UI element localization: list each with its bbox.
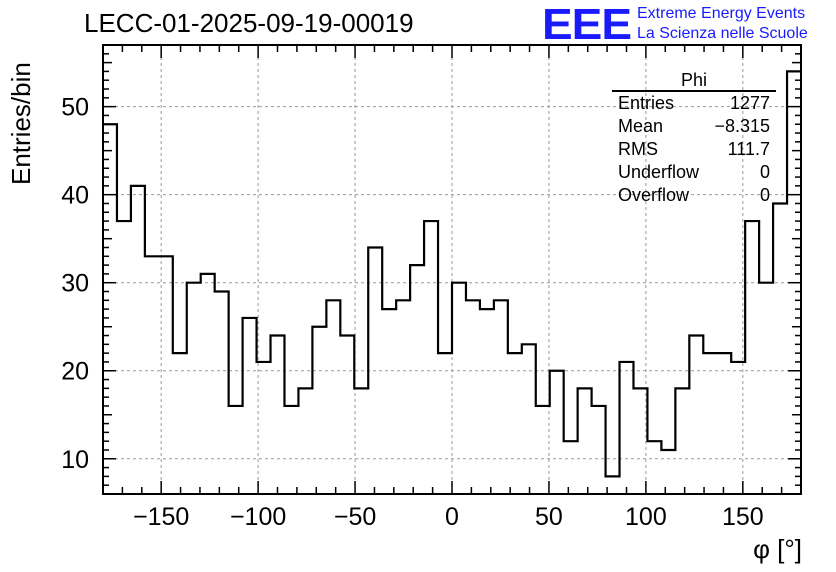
histogram-bin bbox=[717, 353, 731, 494]
histogram-bin bbox=[661, 450, 675, 494]
histogram-bin bbox=[675, 388, 689, 494]
histogram-bin bbox=[243, 318, 257, 494]
histogram-bin bbox=[438, 353, 452, 494]
histogram-bin bbox=[759, 283, 773, 494]
run-title: LECC-01-2025-09-19-00019 bbox=[84, 8, 414, 38]
y-tick-label: 20 bbox=[61, 358, 89, 386]
histogram-bin bbox=[703, 353, 717, 494]
histogram-bin bbox=[578, 388, 592, 494]
stats-title: Phi bbox=[612, 70, 776, 92]
histogram-bin bbox=[592, 406, 606, 494]
logo-caption: Extreme Energy Events La Scienza nelle S… bbox=[637, 4, 808, 44]
histogram-bin bbox=[173, 353, 187, 494]
stats-label: Entries bbox=[618, 93, 675, 113]
histogram-bin bbox=[452, 283, 466, 494]
histogram-bin bbox=[257, 362, 271, 494]
histogram-bin bbox=[271, 336, 285, 494]
histogram-bin bbox=[647, 441, 661, 494]
y-tick-label: 50 bbox=[61, 94, 89, 122]
x-tick-label: 100 bbox=[625, 503, 667, 531]
stats-value: 0 bbox=[759, 162, 770, 182]
stats-value: 111.7 bbox=[727, 139, 770, 159]
histogram-bin bbox=[633, 388, 647, 494]
eee-logo: EEE bbox=[542, 0, 632, 49]
stats-row-underflow: Underflow 0 bbox=[612, 161, 776, 184]
stats-label: Overflow bbox=[618, 185, 690, 205]
histogram-bin bbox=[522, 344, 536, 494]
histogram-bin bbox=[131, 186, 145, 494]
histogram-bin bbox=[326, 300, 340, 494]
histogram-bin bbox=[494, 300, 508, 494]
histogram-bin bbox=[410, 265, 424, 494]
histogram-bin bbox=[745, 221, 759, 494]
y-tick-label: 10 bbox=[61, 446, 89, 474]
histogram-bin bbox=[187, 283, 201, 494]
x-tick-label: −150 bbox=[133, 503, 189, 531]
stats-row-rms: RMS 111.7 bbox=[612, 138, 776, 161]
x-tick-label: −50 bbox=[334, 503, 376, 531]
histogram-bin bbox=[480, 309, 494, 494]
y-tick-label: 40 bbox=[61, 182, 89, 210]
histogram-bin bbox=[396, 300, 410, 494]
x-tick-label: 50 bbox=[535, 503, 563, 531]
stats-label: Underflow bbox=[618, 162, 700, 182]
histogram-bin bbox=[201, 274, 215, 494]
histogram-bin bbox=[229, 406, 243, 494]
stats-row-entries: Entries 1277 bbox=[612, 92, 776, 115]
histogram-bin bbox=[536, 406, 550, 494]
stats-value: −8.315 bbox=[714, 116, 770, 136]
stats-label: Mean bbox=[618, 116, 664, 136]
stats-box: Phi Entries 1277 Mean −8.315 RMS 111.7 U… bbox=[612, 70, 776, 207]
histogram-outline bbox=[103, 70, 801, 478]
histogram-bin bbox=[689, 336, 703, 494]
x-tick-label: −100 bbox=[230, 503, 286, 531]
histogram-bin bbox=[550, 371, 564, 494]
histogram-bin bbox=[340, 336, 354, 494]
histogram-bin bbox=[117, 221, 131, 494]
x-axis-label: φ [°] bbox=[753, 534, 802, 564]
logo-caption-line1: Extreme Energy Events bbox=[637, 5, 806, 22]
histogram-bin bbox=[354, 388, 368, 494]
histogram-bin bbox=[284, 406, 298, 494]
y-tick-label: 30 bbox=[61, 270, 89, 298]
x-tick-label: 150 bbox=[722, 503, 764, 531]
stats-row-overflow: Overflow 0 bbox=[612, 184, 776, 207]
histogram-bin bbox=[466, 300, 480, 494]
histogram-bin bbox=[424, 221, 438, 494]
histogram-bin bbox=[508, 353, 522, 494]
histogram-bin bbox=[312, 327, 326, 494]
histogram-bin bbox=[620, 362, 634, 494]
stats-row-mean: Mean −8.315 bbox=[612, 115, 776, 138]
logo-caption-line2: La Scienza nelle Scuole bbox=[637, 25, 808, 42]
y-axis-label: Entries/bin bbox=[6, 62, 36, 185]
histogram-bin bbox=[215, 292, 229, 494]
histogram-bin bbox=[298, 388, 312, 494]
x-tick-label: 0 bbox=[445, 503, 459, 531]
histogram-bin bbox=[773, 203, 787, 494]
stats-value: 0 bbox=[759, 185, 770, 205]
histogram-bin bbox=[564, 441, 578, 494]
histogram-bin bbox=[382, 309, 396, 494]
stats-value: 1277 bbox=[729, 93, 770, 113]
stats-label: RMS bbox=[618, 139, 658, 159]
